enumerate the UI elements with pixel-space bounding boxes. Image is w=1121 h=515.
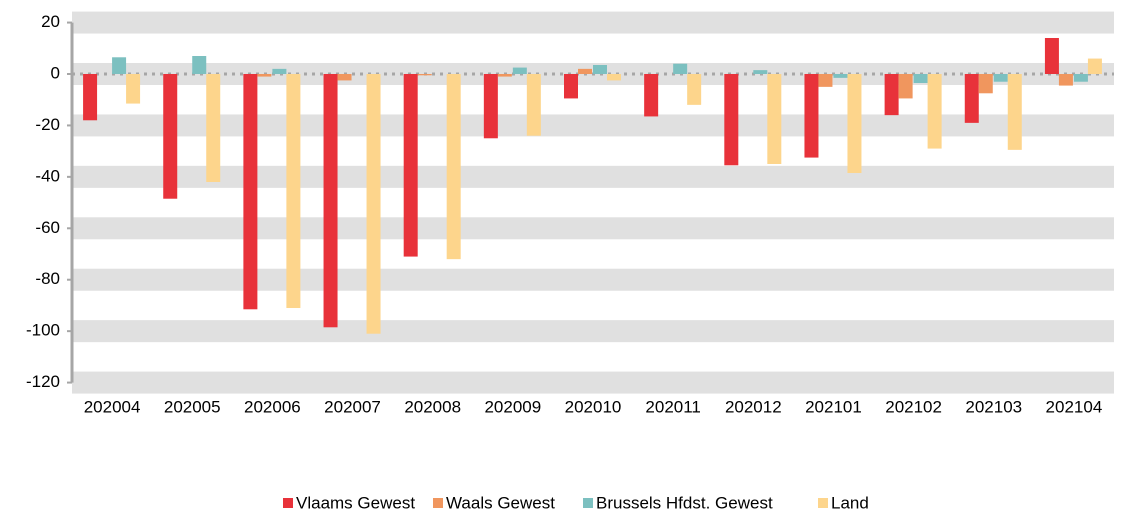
bar [323, 74, 338, 328]
bar [884, 74, 899, 116]
y-tick-label: 20 [41, 12, 60, 31]
x-tick-label: 202005 [164, 397, 221, 416]
y-tick-label: 0 [51, 63, 60, 82]
bar [417, 74, 432, 76]
x-tick-label: 202004 [84, 397, 141, 416]
grid-band [72, 11, 1114, 34]
bar [1087, 58, 1102, 74]
bar [913, 74, 928, 84]
bar [673, 63, 688, 74]
legend-swatch [818, 498, 828, 508]
legend-label: Land [831, 493, 869, 512]
grid-band [72, 371, 1114, 394]
bar [578, 68, 592, 74]
bar [243, 74, 258, 310]
y-tick-label: -20 [35, 115, 60, 134]
y-tick-label: -80 [35, 269, 60, 288]
bar [337, 74, 352, 81]
bar [446, 74, 461, 260]
bar [1007, 74, 1022, 150]
bar [644, 74, 659, 117]
bar [163, 74, 178, 199]
y-tick-label: -100 [26, 321, 60, 340]
legend-swatch [283, 498, 293, 508]
x-tick-label: 202101 [805, 397, 862, 416]
bar [257, 74, 272, 77]
bar [497, 74, 512, 77]
grid-band [72, 268, 1114, 291]
bar [1073, 74, 1088, 82]
bar [833, 74, 848, 78]
legend-label: Vlaams Gewest [296, 493, 415, 512]
bar [112, 57, 127, 74]
grid-band [72, 217, 1114, 240]
bar [804, 74, 819, 158]
bar [526, 74, 541, 136]
grid-band [72, 114, 1114, 137]
legend-swatch [583, 498, 593, 508]
bar [366, 74, 381, 334]
x-tick-label: 202012 [725, 397, 782, 416]
grid-band [72, 165, 1114, 188]
bar [403, 74, 418, 257]
bar [512, 67, 527, 74]
legend-label: Brussels Hfdst. Gewest [596, 493, 773, 512]
bar [126, 74, 141, 104]
bar [753, 70, 768, 74]
bar [1044, 37, 1059, 74]
legend-label: Waals Gewest [446, 493, 555, 512]
x-tick-label: 202007 [324, 397, 381, 416]
bar [206, 74, 221, 183]
x-tick-label: 202011 [645, 397, 700, 416]
y-tick-label: -60 [35, 218, 60, 237]
y-tick-label: -40 [35, 166, 60, 185]
bar [192, 55, 207, 74]
x-tick-label: 202103 [965, 397, 1022, 416]
x-tick-label: 202009 [484, 397, 541, 416]
legend-swatch [433, 498, 443, 508]
bar [687, 74, 702, 105]
bar [818, 74, 833, 87]
x-tick-label: 202104 [1046, 397, 1103, 416]
grid-band [72, 320, 1114, 343]
bar [898, 74, 913, 99]
bar [286, 74, 301, 309]
x-tick-label: 202006 [244, 397, 301, 416]
bar [83, 74, 98, 121]
x-tick-label: 202008 [404, 397, 461, 416]
bar [964, 74, 979, 123]
bar [564, 74, 578, 99]
x-tick-label: 202010 [565, 397, 622, 416]
x-tick-label: 202102 [885, 397, 942, 416]
bar [978, 74, 993, 94]
bar [993, 74, 1008, 82]
bar [272, 68, 287, 74]
bar [483, 74, 498, 139]
bar [767, 74, 782, 165]
y-tick-label: -120 [26, 372, 60, 391]
bar [724, 74, 739, 166]
bar [607, 74, 621, 81]
bar [927, 74, 942, 149]
bar [847, 74, 862, 174]
bar [1058, 74, 1073, 86]
bar [593, 64, 607, 74]
